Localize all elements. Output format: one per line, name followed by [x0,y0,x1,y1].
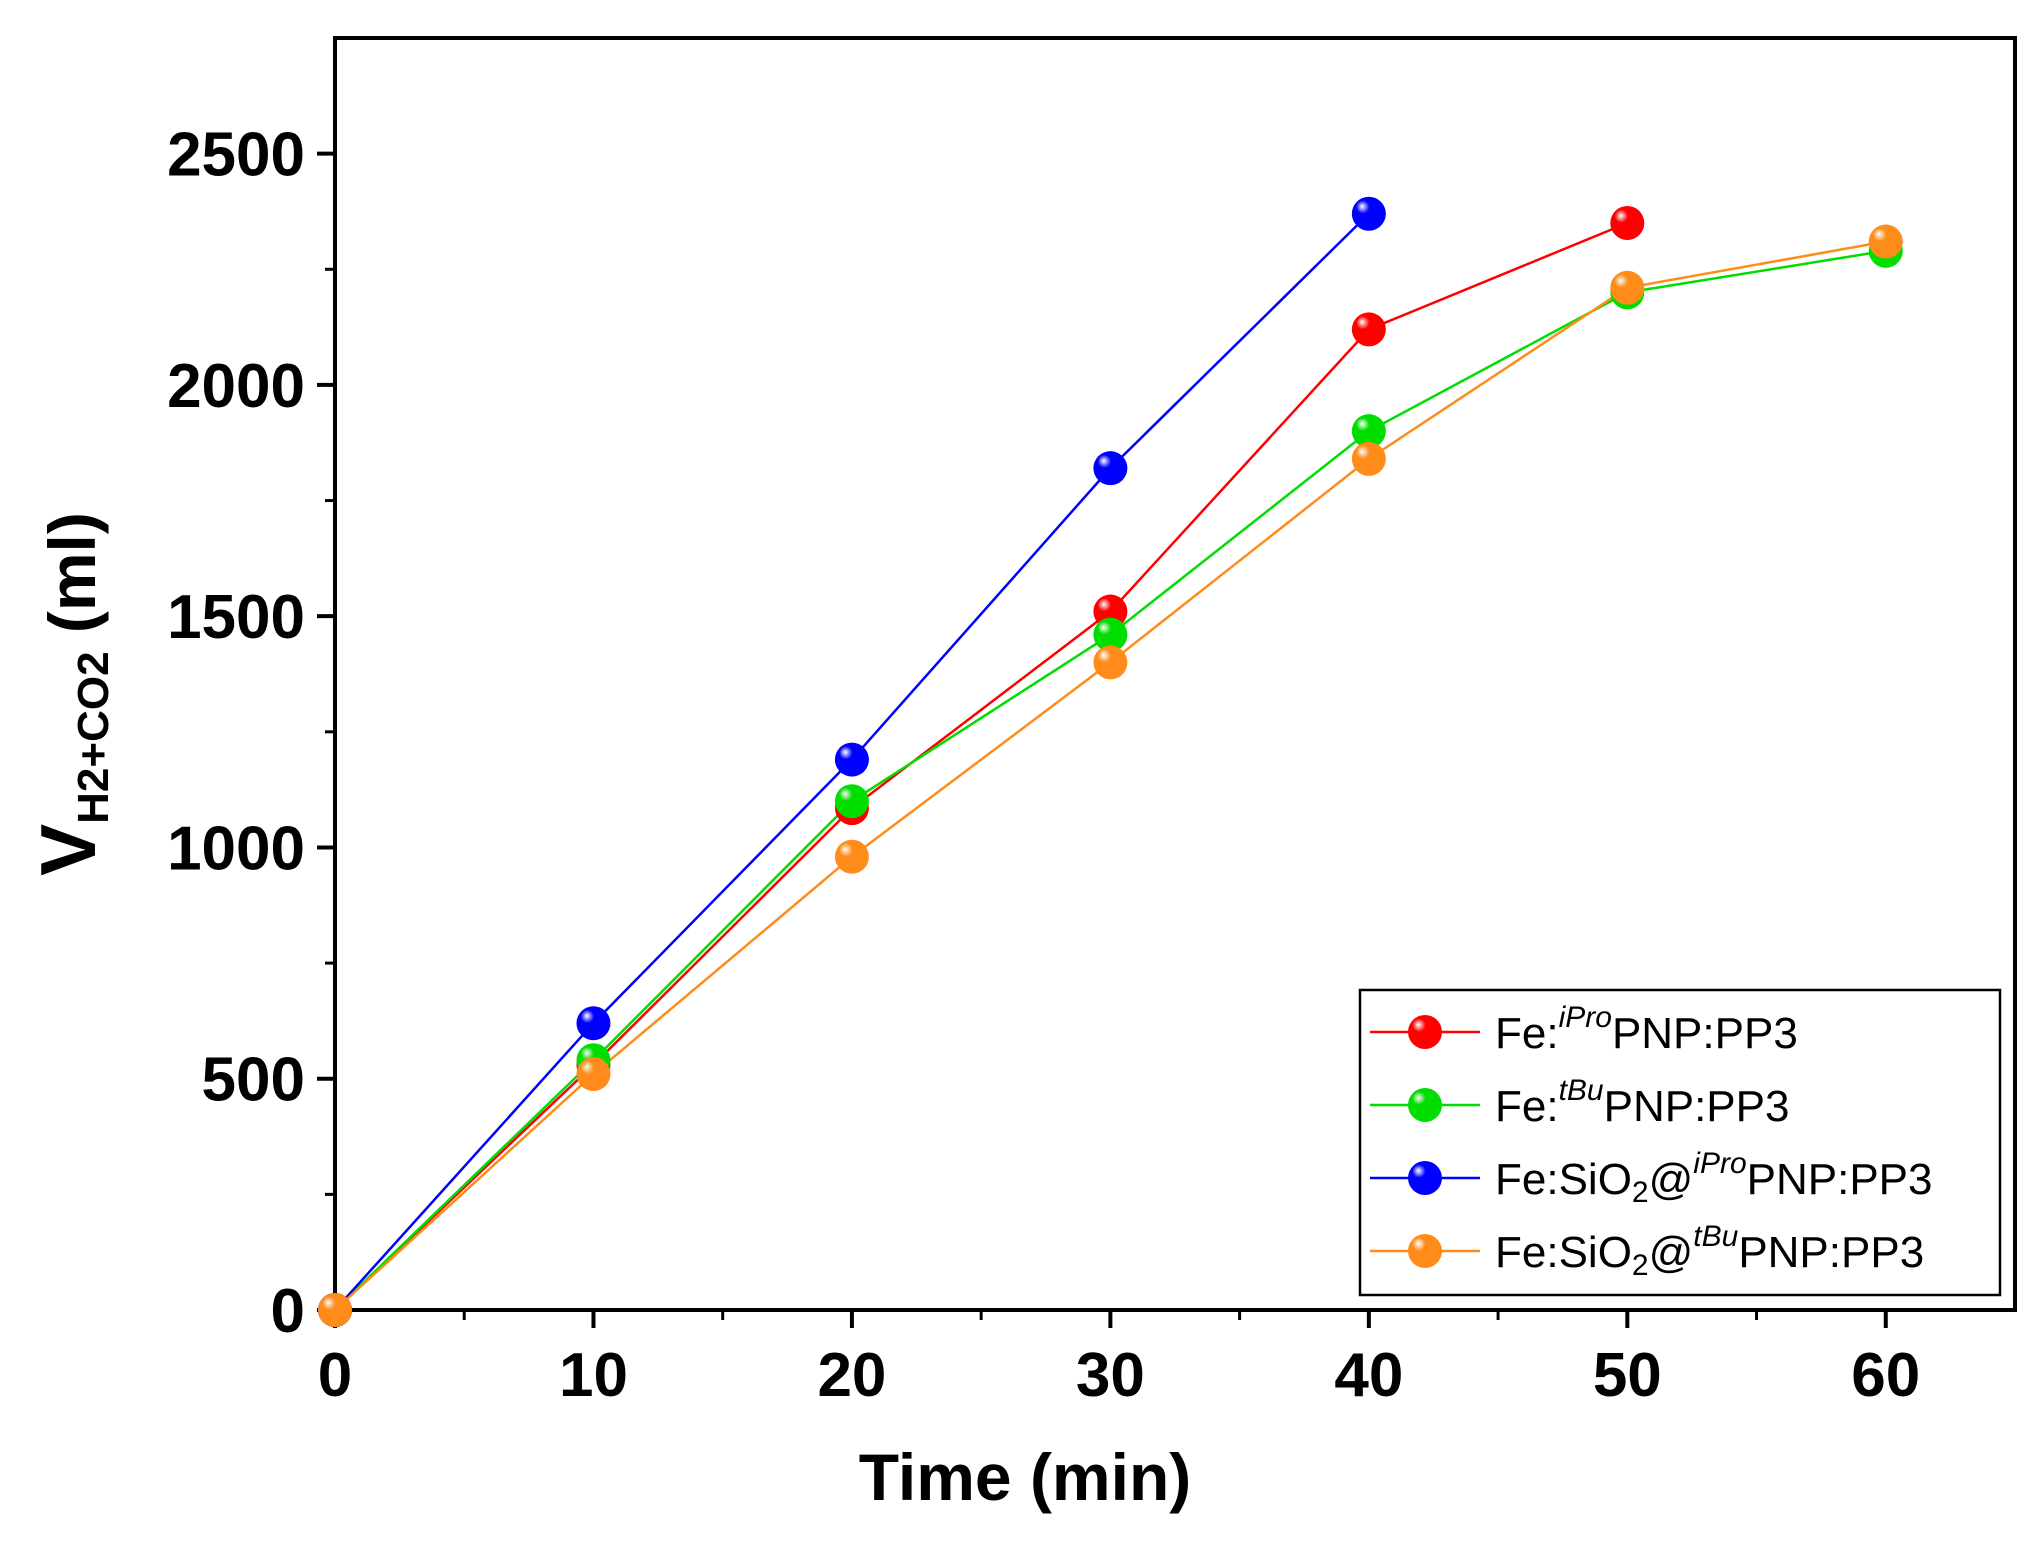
data-point [1351,441,1386,476]
legend-entry: Fe:SiO2@tBuPNP:PP3 [1370,1220,1924,1282]
legend-label: Fe:SiO2@tBuPNP:PP3 [1495,1220,1924,1282]
data-point [576,1057,611,1092]
x-tick-label: 60 [1851,1341,1920,1410]
x-axis-title: Time (min) [859,1440,1191,1514]
y-tick-label: 500 [202,1046,305,1115]
y-tick-label: 0 [271,1277,305,1346]
data-point [1093,645,1128,680]
x-tick-label: 20 [817,1341,886,1410]
data-point [318,1293,352,1327]
data-point [576,1006,611,1041]
series-points [318,196,1903,1327]
y-tick-label: 1500 [167,583,305,652]
legend-marker [1408,1161,1442,1195]
y-tick-label: 2000 [167,352,305,421]
legend-box [1358,988,2002,1297]
legend: Fe:iProPNP:PP3 Fe:tBuPNP:PP3 Fe:SiO2@iProP… [1358,988,2002,1297]
legend-marker [1408,1088,1442,1122]
data-point [1610,270,1645,305]
legend-marker [1408,1015,1442,1049]
data-point [1351,312,1386,347]
data-point [1351,414,1386,449]
axes: 0 10 20 30 40 50 60 0 500 1000 1500 2000 2500 [167,36,2017,1410]
legend-label: Fe:iProPNP:PP3 [1495,1001,1798,1058]
x-tick-label: 0 [318,1341,352,1410]
data-point [834,839,869,874]
legend-entry: Fe:tBuPNP:PP3 [1370,1074,1789,1131]
x-tick-label: 10 [559,1341,628,1410]
data-point [1351,196,1386,231]
data-point [1868,224,1903,259]
data-point [1093,617,1128,652]
y-tick-label: 1000 [167,814,305,883]
axis-titles: Time (min) VH2+CO2 (ml) [24,512,1191,1514]
legend-marker [1408,1234,1442,1268]
legend-entry: Fe:SiO2@iProPNP:PP3 [1370,1147,1933,1209]
data-point [1610,206,1645,241]
legend-entry: Fe:iProPNP:PP3 [1370,1001,1798,1058]
y-axis-title: VH2+CO2 (ml) [24,512,118,876]
legend-label: Fe:SiO2@iProPNP:PP3 [1495,1147,1933,1209]
y-tick-label: 2500 [167,121,305,190]
data-point [1093,451,1128,486]
x-tick-label: 50 [1593,1341,1662,1410]
x-tick-label: 40 [1334,1341,1403,1410]
plot-frame [333,36,2017,1312]
legend-label: Fe:tBuPNP:PP3 [1495,1074,1789,1131]
series-line [334,221,1628,1311]
data-point [834,784,869,819]
x-tick-label: 30 [1076,1341,1145,1410]
data-point [834,742,869,777]
